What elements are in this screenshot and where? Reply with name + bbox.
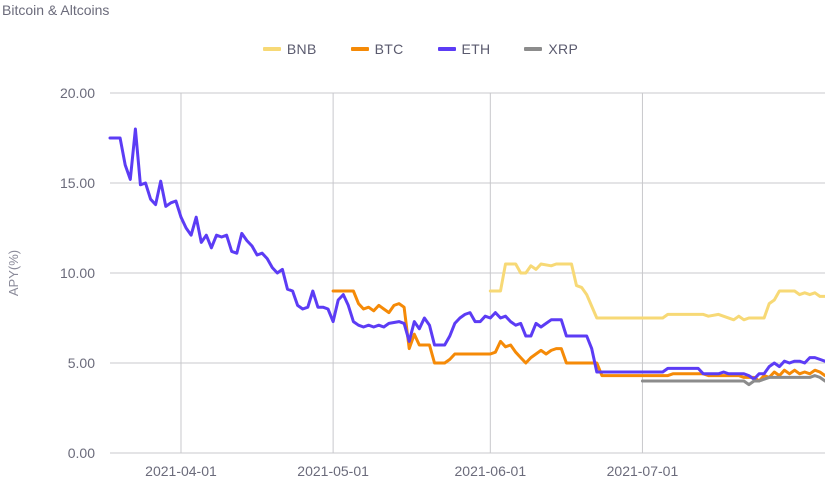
series-line-eth[interactable] (108, 127, 825, 381)
legend-swatch-eth (437, 47, 456, 51)
series-line-xrp[interactable] (640, 374, 825, 387)
legend-swatch-bnb (262, 47, 281, 51)
legend-item-xrp[interactable]: XRP (508, 41, 578, 57)
x-tick-label: 2021-05-01 (297, 463, 369, 479)
series-line-bnb[interactable] (488, 262, 825, 322)
y-tick-label: 15.00 (60, 175, 95, 191)
y-axis-title: APY(%) (6, 250, 21, 296)
x-axis-ticks: 2021-04-01 2021-05-01 2021-06-01 2021-07-01 (145, 463, 678, 479)
y-tick-label: 5.00 (68, 355, 95, 371)
legend-label-btc: BTC (374, 41, 404, 57)
legend-item-btc[interactable]: BTC (335, 41, 404, 57)
y-axis-ticks: 0.00 5.00 10.00 15.00 20.00 (60, 85, 95, 461)
y-tick-label: 0.00 (68, 445, 95, 461)
x-tick-label: 2021-04-01 (145, 463, 217, 479)
legend-swatch-btc (350, 47, 369, 51)
legend-item-bnb[interactable]: BNB (247, 41, 317, 57)
chart-legend: BNB BTC ETH XRP (0, 41, 825, 57)
y-tick-label: 20.00 (60, 85, 95, 101)
legend-label-xrp: XRP (548, 41, 579, 57)
legend-label-eth: ETH (461, 41, 491, 57)
x-tick-label: 2021-07-01 (607, 463, 679, 479)
page-title: Bitcoin & Altcoins (2, 2, 110, 18)
y-tick-label: 10.00 (60, 265, 95, 281)
x-tick-label: 2021-06-01 (455, 463, 527, 479)
series-lines (108, 127, 825, 387)
legend-item-eth[interactable]: ETH (422, 41, 491, 57)
grid-lines (110, 92, 825, 454)
legend-swatch-xrp (524, 47, 543, 51)
legend-label-bnb: BNB (286, 41, 317, 57)
series-line-btc[interactable] (331, 289, 825, 383)
